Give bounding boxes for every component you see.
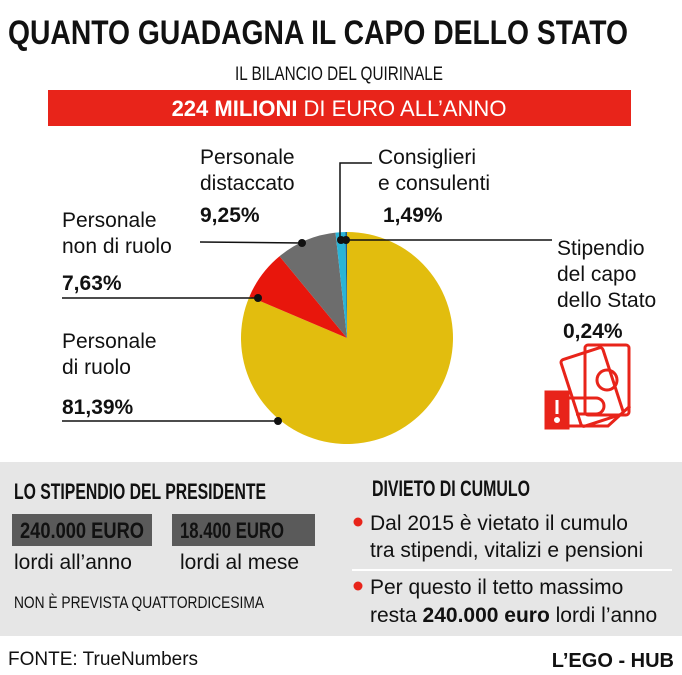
text-bold: 240.000 euro	[423, 604, 550, 627]
slice-label: Personale distaccato	[200, 146, 295, 195]
subtitle: IL BILANCIO DEL QUIRINALE	[235, 64, 443, 85]
box-note: lordi al mese	[180, 551, 299, 574]
label-line: Personale	[200, 146, 295, 169]
text-part: lordi l’anno	[550, 604, 657, 627]
banner-rest: DI EURO ALL’ANNO	[303, 96, 506, 121]
slice-label: Consiglieri e consulenti	[378, 146, 490, 195]
box	[12, 514, 152, 546]
pie-slice	[249, 256, 347, 338]
label-line: Personale	[62, 209, 157, 232]
box	[172, 514, 315, 546]
label-line: Stipendio	[557, 237, 645, 260]
label-line: e consulenti	[378, 172, 490, 195]
bottom-panel	[0, 462, 682, 636]
box-value: 240.000 EURO	[20, 518, 144, 543]
banner-text: 224 MILIONI DI EURO ALL’ANNO	[172, 96, 507, 121]
brand: L’EGO - HUB	[552, 650, 674, 672]
source: FONTE: TrueNumbers	[8, 649, 198, 670]
leader-dot	[254, 294, 262, 302]
label-line: Consiglieri	[378, 146, 476, 169]
bullet-dot	[353, 581, 363, 591]
leader-dot	[342, 236, 350, 244]
label-line: Personale	[62, 330, 157, 353]
bullet-text: Per questo il tetto massimo	[370, 576, 623, 599]
pie-slice	[279, 232, 347, 338]
value-label: 0,24%	[563, 320, 623, 343]
slice-label: Stipendio del capo dello Stato	[557, 237, 656, 312]
banner-bold: 224 MILIONI	[172, 96, 298, 121]
label-line: del capo	[557, 263, 636, 286]
bullet-text: resta 240.000 euro lordi l’anno	[370, 604, 657, 627]
bullet-text: Dal 2015 è vietato il cumulo	[370, 512, 628, 535]
money-icon	[544, 343, 632, 430]
leader-line	[199, 241, 303, 244]
banner	[48, 90, 631, 126]
leader-dot	[298, 239, 306, 247]
value-label: 81,39%	[62, 396, 134, 419]
bullet-dot	[353, 517, 363, 527]
bullet-text: tra stipendi, vitalizi e pensioni	[370, 539, 643, 562]
value-label: 1,49%	[383, 204, 443, 227]
left-heading: LO STIPENDIO DEL PRESIDENTE	[14, 479, 266, 504]
slice-label: Personale di ruolo	[62, 330, 157, 379]
text-part: resta	[370, 604, 423, 627]
pie-slice	[335, 232, 347, 338]
label-line: dello Stato	[557, 289, 656, 312]
right-heading: DIVIETO DI CUMULO	[372, 476, 530, 501]
label-line: di ruolo	[62, 356, 131, 379]
pie-slice	[345, 232, 347, 338]
note: NON È PREVISTA QUATTORDICESIMA	[14, 593, 265, 612]
leader-line	[339, 162, 372, 240]
leader-dot	[274, 417, 282, 425]
title: QUANTO GUADAGNA IL CAPO DELLO STATO	[8, 14, 628, 52]
slice-label: Personale non di ruolo	[62, 209, 172, 258]
label-line: non di ruolo	[62, 235, 172, 258]
value-label: 9,25%	[200, 204, 260, 227]
box-value: 18.400 EURO	[180, 518, 284, 543]
box-note: lordi all’anno	[14, 551, 132, 574]
pie	[241, 232, 453, 444]
label-line: distaccato	[200, 172, 295, 195]
value-label: 7,63%	[62, 272, 122, 295]
